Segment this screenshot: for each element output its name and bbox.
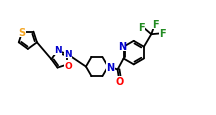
Text: F: F [138, 23, 144, 33]
Text: N: N [54, 46, 61, 55]
Text: O: O [116, 77, 124, 86]
Text: F: F [159, 29, 166, 39]
Text: O: O [65, 61, 73, 70]
Text: N: N [64, 49, 72, 58]
Text: F: F [152, 20, 158, 30]
Text: S: S [19, 27, 26, 37]
Text: N: N [118, 42, 126, 52]
Text: N: N [106, 62, 114, 72]
